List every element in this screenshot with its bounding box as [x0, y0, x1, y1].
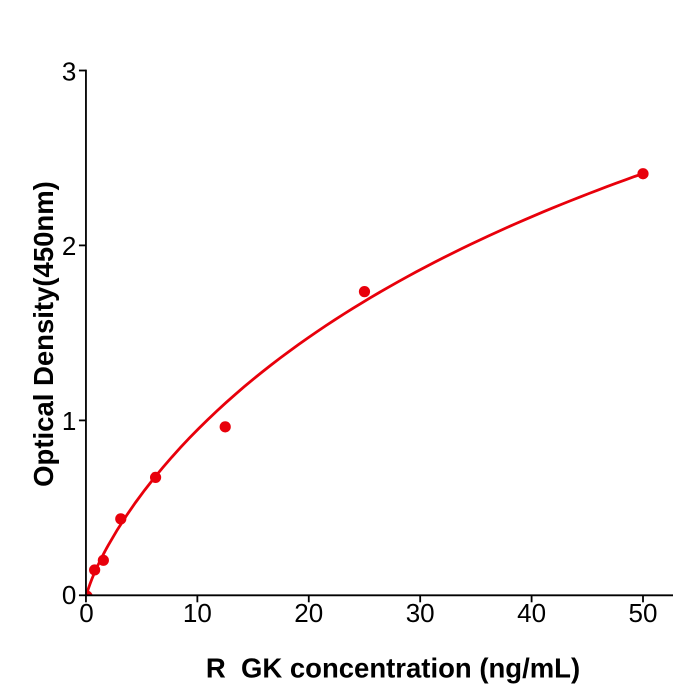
svg-text:2: 2 [62, 231, 76, 261]
svg-text:10: 10 [183, 598, 212, 628]
svg-text:30: 30 [406, 598, 435, 628]
svg-text:40: 40 [517, 598, 546, 628]
svg-text:Optical Density(450nm): Optical Density(450nm) [28, 181, 59, 487]
svg-text:R GK concentration (ng/mL): R GK concentration (ng/mL) [206, 653, 580, 684]
svg-text:3: 3 [62, 56, 76, 86]
svg-text:0: 0 [62, 580, 76, 610]
svg-text:0: 0 [79, 598, 93, 628]
svg-text:1: 1 [62, 406, 76, 436]
svg-text:50: 50 [629, 598, 658, 628]
svg-text:20: 20 [294, 598, 323, 628]
